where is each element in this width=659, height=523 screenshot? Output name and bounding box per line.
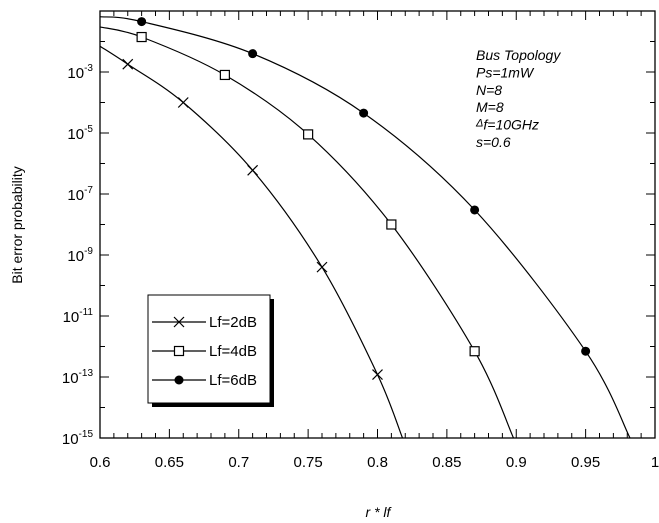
- data-point-series-1: [247, 164, 259, 176]
- legend-label: Lf=6dB: [209, 372, 257, 389]
- x-tick-label: 0.8: [367, 454, 388, 471]
- legend-label: Lf=4dB: [209, 343, 257, 360]
- legend-items: Lf=2dB Lf=4dB Lf=6dB: [152, 314, 257, 389]
- data-point-series-2: [303, 129, 314, 140]
- annotation-line: M=8: [476, 99, 504, 115]
- y-tick-exponent: -3: [84, 63, 93, 74]
- x-tick-label: 0.65: [155, 454, 184, 471]
- y-tick-base: 10: [63, 309, 80, 326]
- x-tick-labels: 0.6 0.65 0.7 0.75 0.8 0.85 0.9 0.95 1: [90, 454, 659, 471]
- data-point-series-3: [248, 49, 258, 59]
- y-tick-exponent: -15: [79, 429, 94, 440]
- x-axis-label: r * lf: [366, 504, 393, 520]
- data-point-series-3: [137, 17, 147, 27]
- x-tick-label: 0.7: [228, 454, 249, 471]
- y-tick-base: 10: [67, 126, 84, 143]
- annotation-text: f=10GHz: [483, 117, 539, 133]
- data-point-series-3: [470, 205, 480, 215]
- data-point-series-3: [581, 346, 591, 356]
- x-tick-label: 0.6: [90, 454, 111, 471]
- legend-box: [147, 294, 271, 404]
- legend-marker: [174, 375, 184, 385]
- x-marker-stroke: [247, 164, 259, 176]
- y-tick-base: 10: [67, 65, 84, 82]
- annotation-line: Bus Topology: [476, 47, 561, 63]
- y-tick-exponent: -5: [84, 124, 93, 135]
- x-marker-stroke: [122, 58, 134, 70]
- data-point-series-2: [136, 31, 147, 43]
- y-tick-base: 10: [67, 248, 84, 265]
- annotation-symbol: Δ: [475, 118, 483, 130]
- y-tick-exponent: -13: [79, 368, 94, 379]
- y-tick-label: 10-13: [62, 368, 94, 387]
- y-tick-label: 10-15: [62, 429, 94, 448]
- y-tick-exponent: -11: [79, 307, 93, 318]
- x-tick-label: 0.95: [571, 454, 600, 471]
- y-tick-exponent: -7: [84, 185, 93, 196]
- x-tick-label: 0.75: [294, 454, 323, 471]
- x-marker-stroke: [177, 97, 189, 108]
- axis-ticks: [100, 10, 655, 439]
- x-marker-stroke: [316, 261, 328, 273]
- legend-marker: [173, 316, 185, 328]
- data-point-series-1: [372, 369, 383, 381]
- legend: Lf=2dB Lf=4dB Lf=6dB: [147, 294, 274, 407]
- y-tick-base: 10: [67, 187, 84, 204]
- annotation-line: Δf=10GHz: [475, 117, 539, 133]
- y-tick-label: 10-5: [67, 124, 93, 143]
- annotation-line: Ps=1mW: [476, 64, 535, 80]
- data-point-series-1: [316, 261, 328, 273]
- legend-label: Lf=2dB: [209, 314, 257, 331]
- data-point-series-3: [359, 108, 369, 118]
- x-tick-label: 0.9: [506, 454, 527, 471]
- data-point-series-2: [386, 219, 397, 230]
- annotation-line: N=8: [476, 82, 502, 98]
- data-point-series-2: [219, 69, 230, 81]
- y-tick-base: 10: [62, 431, 79, 448]
- data-point-series-1: [177, 97, 189, 108]
- y-tick-exponent: -9: [84, 246, 93, 257]
- series-markers: [122, 17, 591, 381]
- legend-marker: [173, 345, 185, 357]
- x-tick-label: 1: [651, 454, 659, 471]
- y-tick-label: 10-11: [63, 307, 94, 326]
- x-marker-stroke: [173, 316, 185, 328]
- y-tick-label: 10-7: [67, 185, 93, 204]
- data-point-series-1: [122, 58, 134, 70]
- y-tick-label: 10-9: [67, 246, 93, 265]
- x-tick-label: 0.85: [432, 454, 461, 471]
- annotation-line: s=0.6: [476, 134, 511, 150]
- y-tick-base: 10: [62, 370, 79, 387]
- y-tick-label: 10-3: [67, 63, 93, 82]
- x-marker-stroke: [372, 369, 383, 381]
- data-point-series-2: [469, 346, 480, 357]
- y-axis-label: Bit error probability: [9, 166, 25, 284]
